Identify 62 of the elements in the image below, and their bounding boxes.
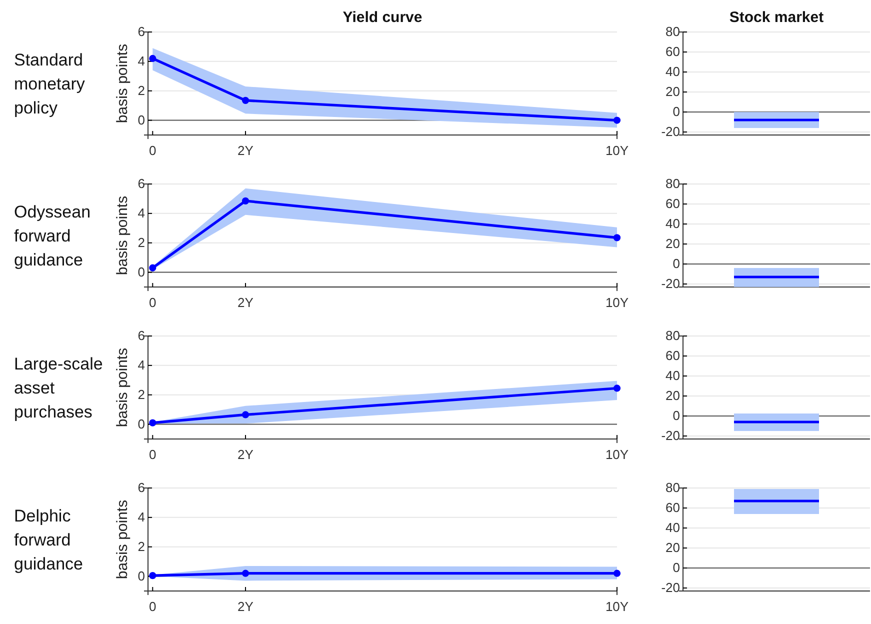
y-tick-label: 2 <box>138 235 145 250</box>
text: Odyssean forward guidance <box>14 202 91 270</box>
y-tick-label: 40 <box>666 216 680 232</box>
y-tick-label: 60 <box>666 196 680 212</box>
y-tick-label: 0 <box>672 104 680 120</box>
y-tick-label: 60 <box>666 348 680 364</box>
text: Large-scale asset purchases <box>14 354 103 422</box>
y-tick-label: 20 <box>666 84 680 100</box>
x-tick-label: 2Y <box>238 143 254 158</box>
chart-title: Yield curve <box>342 9 422 26</box>
y-tick-label: 40 <box>666 64 680 80</box>
x-tick-label: 10Y <box>605 143 629 158</box>
y-tick-label: 2 <box>138 539 145 554</box>
x-tick-label: 2Y <box>238 447 254 462</box>
y-tick-label: 80 <box>666 176 680 192</box>
y-axis-title: basis points <box>114 196 131 276</box>
y-tick-label: 0 <box>138 264 145 280</box>
y-tick-label: 2 <box>138 83 145 98</box>
y-tick-label: 4 <box>138 206 145 221</box>
x-tick-label: 0 <box>149 143 156 158</box>
y-tick-label: 60 <box>666 500 680 516</box>
y-tick-label: 0 <box>672 560 680 576</box>
x-tick-label: 2Y <box>238 295 254 310</box>
y-tick-label: 80 <box>666 24 680 40</box>
y-tick-label: -20 <box>661 276 680 292</box>
y-tick-label: 0 <box>138 416 145 432</box>
y-tick-label: 20 <box>666 236 680 252</box>
y-tick-label: -20 <box>661 580 680 596</box>
x-tick-label: 10Y <box>605 295 629 310</box>
chart-title: Stock market <box>729 9 824 26</box>
y-tick-label: 6 <box>138 24 145 40</box>
text: Standard monetary policy <box>14 50 86 118</box>
y-tick-label: 2 <box>138 387 145 402</box>
x-tick-label: 0 <box>149 447 156 462</box>
y-tick-label: 6 <box>138 480 145 496</box>
y-tick-label: 4 <box>138 510 145 525</box>
y-axis-title: basis points <box>114 500 131 580</box>
y-tick-label: 0 <box>672 256 680 272</box>
y-tick-label: 4 <box>138 54 145 69</box>
y-tick-label: -20 <box>661 124 680 140</box>
y-tick-label: 20 <box>666 388 680 404</box>
y-tick-label: -20 <box>661 428 680 444</box>
y-tick-label: 0 <box>138 112 145 128</box>
y-tick-label: 0 <box>672 408 680 424</box>
y-tick-label: 4 <box>138 358 145 373</box>
y-tick-label: 60 <box>666 44 680 60</box>
x-tick-label: 0 <box>149 295 156 310</box>
text: Delphic forward guidance <box>14 506 84 574</box>
x-tick-label: 10Y <box>605 447 629 462</box>
y-tick-label: 6 <box>138 328 145 344</box>
y-axis-title: basis points <box>114 44 131 124</box>
x-tick-label: 10Y <box>605 599 629 614</box>
y-tick-label: 40 <box>666 520 680 536</box>
y-tick-label: 80 <box>666 328 680 344</box>
y-tick-label: 40 <box>666 368 680 384</box>
y-tick-label: 20 <box>666 540 680 556</box>
y-axis-title: basis points <box>114 348 131 428</box>
y-tick-label: 0 <box>138 568 145 584</box>
x-tick-label: 2Y <box>238 599 254 614</box>
y-tick-label: 80 <box>666 480 680 496</box>
y-tick-label: 6 <box>138 176 145 192</box>
x-tick-label: 0 <box>149 599 156 614</box>
